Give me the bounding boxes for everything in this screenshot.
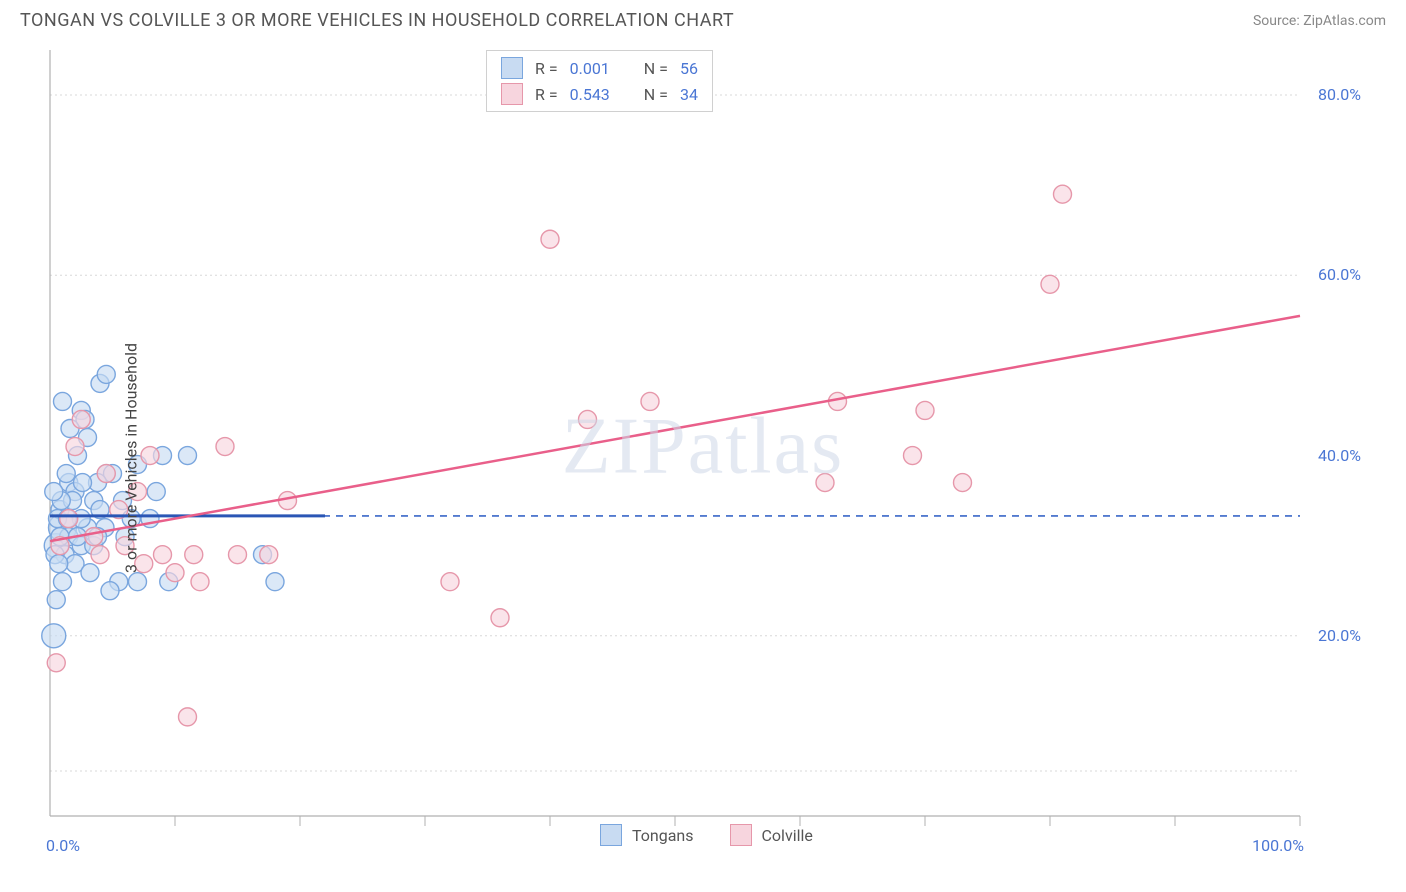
data-point [179,447,197,465]
data-point [260,546,278,564]
legend-r-value: 0.543 [570,85,610,104]
series-legend-item: Tongans [600,824,694,846]
data-point [229,546,247,564]
legend-swatch [501,57,523,79]
x-tick-label: 0.0% [46,836,80,855]
legend-r-value: 0.001 [570,59,610,78]
data-point [266,573,284,591]
data-point [42,624,66,648]
data-point [97,365,115,383]
data-point [216,438,234,456]
data-point [1041,275,1059,293]
data-point [179,708,197,726]
data-point [91,546,109,564]
legend-n-label: N = [644,85,668,104]
data-point [45,483,63,501]
trend-line [50,316,1300,541]
data-point [1054,185,1072,203]
data-point [74,474,92,492]
data-point [47,591,65,609]
x-tick-label: 100.0% [1252,836,1304,855]
data-point [816,474,834,492]
legend-n-label: N = [644,59,668,78]
series-legend-item: Colville [730,824,813,846]
series-name: Colville [762,826,813,845]
data-point [81,564,99,582]
data-point [185,546,203,564]
data-point [916,401,934,419]
data-point [50,555,68,573]
data-point [85,528,103,546]
legend-row: R = 0.543 N = 34 [487,81,712,107]
legend-r-label: R = [535,85,558,104]
data-point [641,392,659,410]
data-point [97,465,115,483]
data-point [441,573,459,591]
y-tick-label: 80.0% [1318,85,1361,104]
data-point [579,410,597,428]
data-point [129,573,147,591]
chart-container: 3 or more Vehicles in Household ZIPatlas… [20,44,1386,872]
data-point [101,582,119,600]
data-point [191,573,209,591]
data-point [66,438,84,456]
y-axis-label: 3 or more Vehicles in Household [122,343,141,573]
legend-r-label: R = [535,59,558,78]
legend-swatch [501,83,523,105]
y-tick-label: 60.0% [1318,265,1361,284]
data-point [904,447,922,465]
y-tick-label: 20.0% [1318,626,1361,645]
series-name: Tongans [632,826,694,845]
data-point [54,392,72,410]
source-attribution: Source: ZipAtlas.com [1253,13,1386,29]
legend-swatch [730,824,752,846]
series-legend: Tongans Colville [600,824,813,846]
data-point [491,609,509,627]
legend-row: R = 0.001 N = 56 [487,55,712,81]
data-point [141,447,159,465]
data-point [147,483,165,501]
data-point [72,410,90,428]
data-point [166,564,184,582]
correlation-stats-legend: R = 0.001 N = 56 R = 0.543 N = 34 [486,50,713,112]
chart-title: TONGAN VS COLVILLE 3 OR MORE VEHICLES IN… [20,10,734,31]
legend-swatch [600,824,622,846]
data-point [60,510,78,528]
data-point [954,474,972,492]
scatter-plot-svg [20,44,1386,872]
data-point [54,573,72,591]
data-point [541,230,559,248]
data-point [154,546,172,564]
data-point [57,465,75,483]
data-point [47,654,65,672]
y-tick-label: 40.0% [1318,446,1361,465]
legend-n-value: 34 [680,85,698,104]
legend-n-value: 56 [680,59,698,78]
